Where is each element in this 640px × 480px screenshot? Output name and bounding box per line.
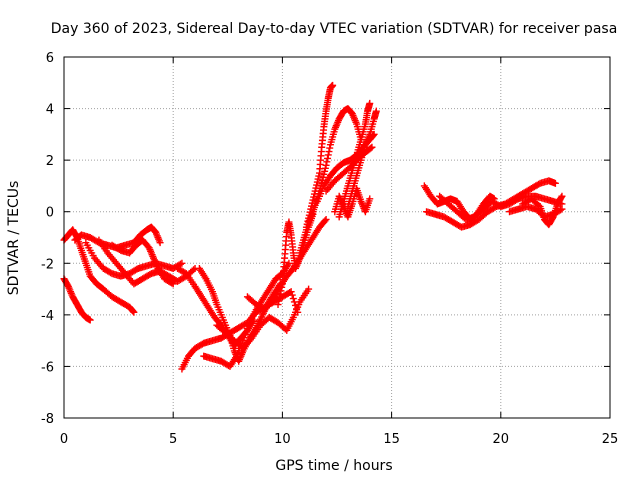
data-point [276,290,284,298]
x-tick-label: 0 [60,432,68,447]
data-point [275,294,283,302]
data-point [289,295,297,303]
data-point [322,161,330,169]
data-point [326,144,334,152]
y-tick-label: 6 [46,51,54,66]
series-track-20 [331,185,374,221]
data-point [558,192,566,200]
series-track-15 [302,81,337,231]
data-point [323,158,331,166]
data-point [548,214,556,222]
y-tick-label: 0 [46,206,54,221]
y-tick-label: -6 [41,360,54,375]
data-point [367,144,375,152]
data-point [324,151,332,159]
data-point [176,260,184,268]
y-tick-label: -2 [41,257,54,272]
data-point [169,280,177,288]
data-point [277,287,285,295]
data-point [372,107,380,115]
data-point [329,81,337,89]
data-point [278,283,286,291]
series-track-12 [243,215,330,314]
x-axis-label: GPS time / hours [275,458,392,474]
chart-title: Day 360 of 2023, Sidereal Day-to-day VTE… [51,21,618,37]
y-tick-label: -8 [41,412,54,427]
data-point [275,297,283,305]
data-point [366,99,374,107]
data-point [321,217,329,225]
y-tick-label: 4 [46,103,54,118]
data-point [551,179,559,187]
plot-frame [63,56,611,419]
x-tick-label: 5 [169,432,177,447]
data-point [156,239,164,247]
data-point [325,148,333,156]
data-point [558,205,566,213]
x-tick-label: 15 [383,432,400,447]
series-track-4 [82,239,186,280]
series-track-6 [108,236,177,288]
data-point [86,316,94,324]
data-point [368,143,376,151]
x-tick-label: 20 [493,432,510,447]
x-tick-label: 10 [274,432,291,447]
data-points [60,81,566,373]
series-track-2 [60,275,94,324]
x-tick-labels: 0 5 10 15 20 25 [60,432,618,447]
series-track-25 [519,192,566,229]
y-tick-label: 2 [46,154,54,169]
data-point [129,307,137,315]
data-point [324,154,332,162]
y-axis-label: SDTVAR / TECUs [6,181,22,296]
data-point [366,195,374,203]
y-tick-label: -4 [41,309,54,324]
x-tick-label: 25 [602,432,619,447]
data-point [190,266,198,274]
data-point [288,291,296,299]
data-point [274,301,282,309]
data-point [168,279,176,287]
data-point [322,215,330,223]
axis-ticks [63,56,611,419]
data-point [287,288,295,296]
series-track-11 [213,285,313,352]
data-point [130,308,138,316]
y-tick-labels: -8 -6 -4 -2 0 2 4 6 [41,51,54,427]
data-point [178,259,186,267]
data-point [557,194,565,202]
series-track-10 [200,259,293,370]
data-point [305,285,313,293]
